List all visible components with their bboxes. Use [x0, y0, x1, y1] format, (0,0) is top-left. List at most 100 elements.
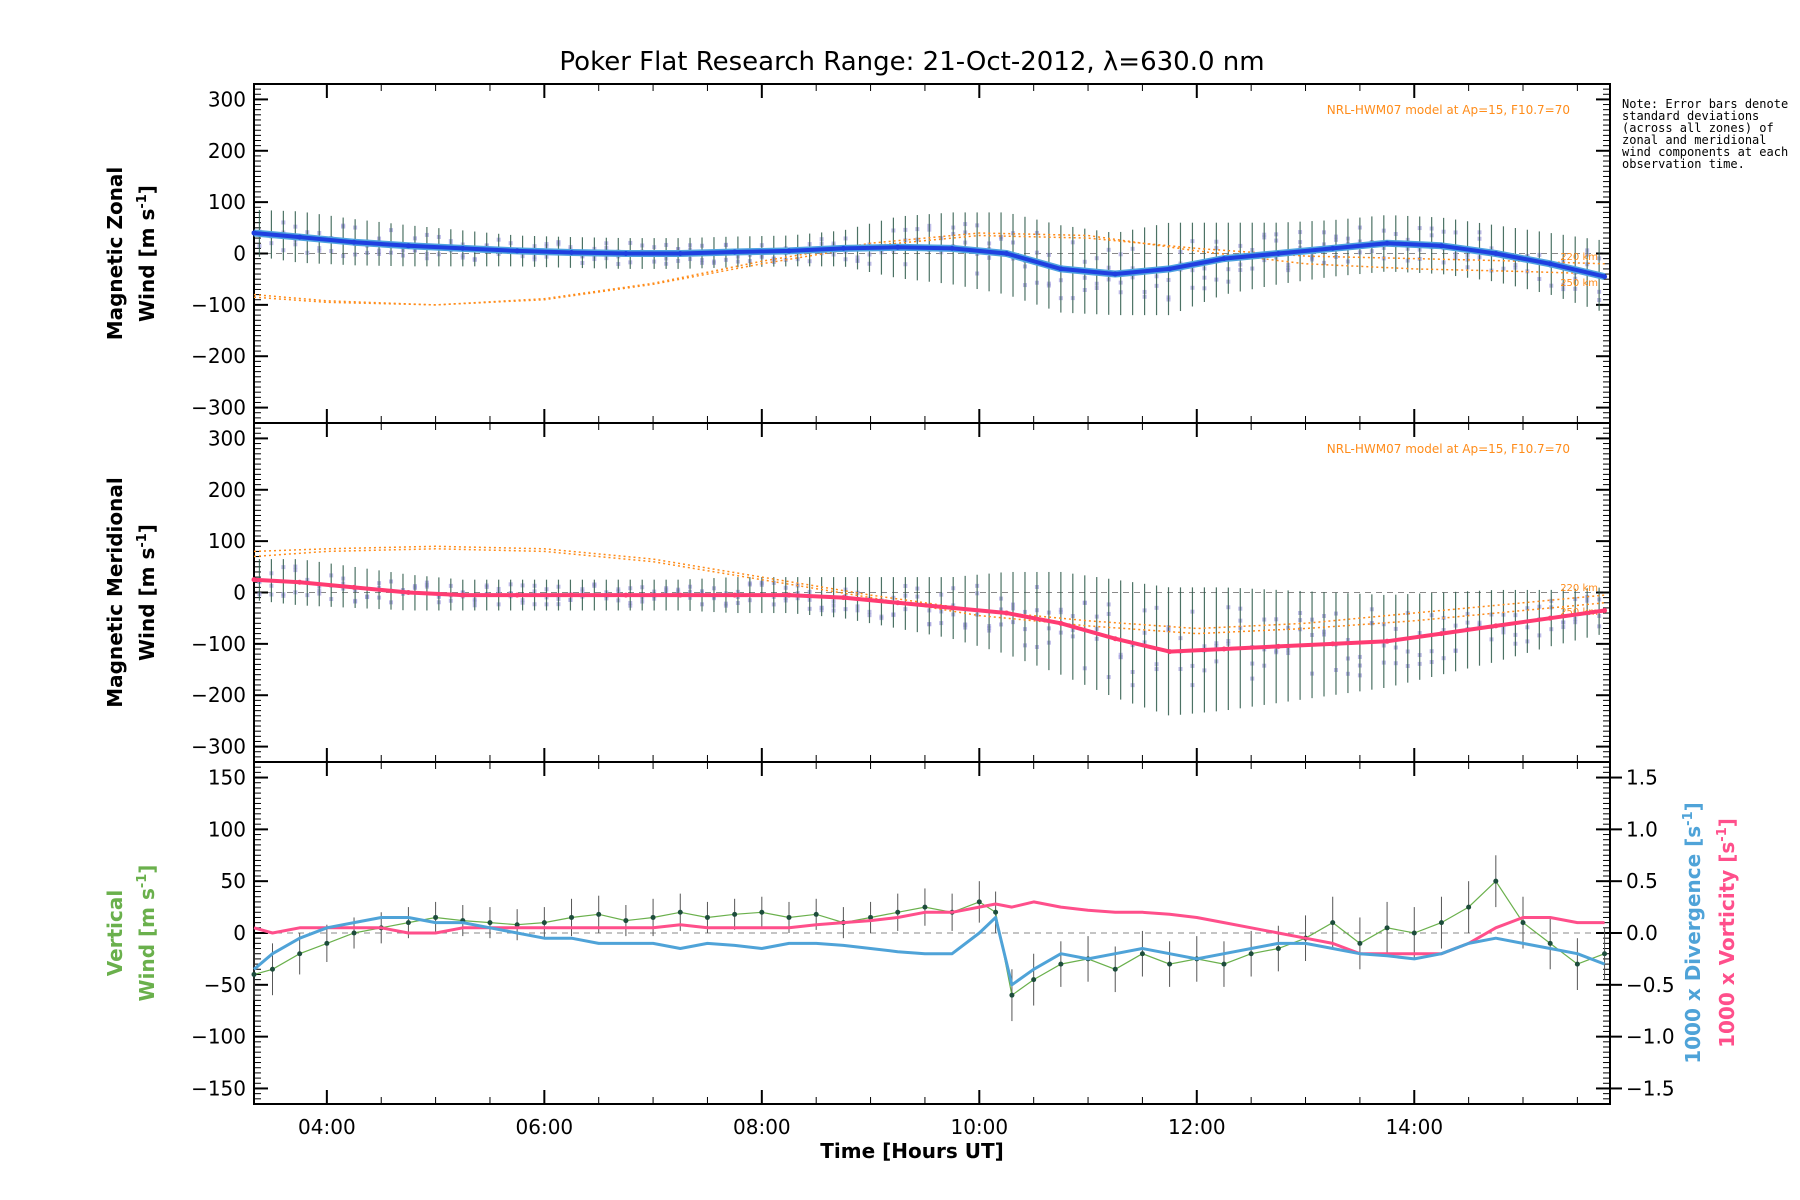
x-tick-label: 08:00: [733, 1115, 791, 1139]
zonal-wind-point: [1275, 251, 1281, 256]
zonal-wind-point: [1058, 266, 1064, 272]
y2-tick-label: −0.5: [1626, 973, 1675, 997]
y-tick-label: 200: [208, 139, 246, 163]
zonal-wind-point: [405, 243, 411, 249]
y2-label-group: 1000 x Divergence [s-1]: [1681, 802, 1705, 1064]
vertical-wind-point: [1275, 946, 1281, 952]
zonal-wind-point: [569, 249, 575, 255]
y-tick-label: 100: [208, 529, 246, 553]
meridional-wind-point: [786, 592, 792, 598]
x-tick-label: 04:00: [298, 1115, 356, 1139]
meridional-wind-point: [1384, 638, 1390, 644]
meridional-wind-point: [1167, 649, 1173, 655]
y2-tick-label: 1.5: [1626, 766, 1658, 790]
vertical-wind-point: [1438, 920, 1444, 926]
y2-tick-label: −1.5: [1626, 1076, 1675, 1100]
meridional-wind-point: [895, 600, 901, 606]
zonal-wind-point: [840, 245, 846, 251]
x-tick-label: 14:00: [1385, 1115, 1443, 1139]
vertical-wind-point: [1520, 920, 1526, 926]
y-tick-label: 0: [233, 581, 246, 605]
vertical-wind-point: [351, 930, 357, 936]
meridional-wind-point: [1221, 646, 1227, 652]
zonal-wind-point: [297, 234, 303, 240]
y-tick-label: 0: [233, 242, 246, 266]
model-annotation-250km: 250 km: [1560, 278, 1598, 289]
zonal-wind-point: [1384, 240, 1390, 246]
zonal-wind-point: [1003, 251, 1009, 256]
vertical-wind-point: [405, 920, 411, 926]
y-tick-label: −100: [191, 293, 246, 317]
meridional-wind-line: [253, 577, 1605, 654]
y-tick-label: 300: [208, 87, 246, 111]
zonal-wind-point: [514, 248, 520, 254]
meridional-wind-point: [1275, 643, 1281, 649]
zonal-wind-point: [1167, 266, 1173, 272]
divergence-line: [253, 916, 1606, 987]
meridional-wind-point: [1330, 641, 1336, 647]
vertical-wind-point: [1493, 878, 1499, 884]
x-axis-label: Time [Hours UT]: [820, 1139, 1003, 1163]
y2-tick-label: 1.0: [1626, 817, 1658, 841]
y-axis-label-line1: Magnetic Zonal: [103, 167, 127, 341]
meridional-wind-point: [732, 592, 738, 598]
y-label-group: Magnetic Zonal: [103, 167, 127, 341]
zonal-wind-point: [1330, 245, 1336, 251]
meridional-wind-point: [405, 590, 411, 595]
zonal-wind-point: [1112, 271, 1118, 277]
x-tick-label: 12:00: [1168, 1115, 1226, 1139]
y-tick-label: −200: [191, 344, 246, 368]
meridional-wind-point: [1112, 636, 1118, 642]
x-tick-label: 06:00: [516, 1115, 574, 1139]
vertical-wind-point: [922, 904, 928, 910]
vertical-wind-point: [1466, 904, 1472, 910]
y-tick-label: 0: [233, 921, 246, 945]
vertical-wind-point: [324, 940, 330, 946]
y-tick-label: 200: [208, 478, 246, 502]
zonal-wind-point: [1221, 256, 1227, 262]
zonal-wind-point: [1547, 261, 1553, 267]
meridional-wind-point: [1493, 623, 1499, 629]
y-tick-label: −300: [191, 396, 246, 420]
vertical-wind-point: [569, 914, 575, 920]
y-tick-label: −100: [191, 632, 246, 656]
vertical-wind-point: [1357, 940, 1363, 946]
error-bar-note: Note: Error bars denote standard deviati…: [1622, 97, 1789, 171]
vertical-wind-point: [895, 909, 901, 915]
vertical-wind-point: [732, 911, 738, 917]
vertical-wind-point: [269, 966, 275, 972]
model-curve-220km: [253, 234, 1605, 306]
zonal-wind-point: [1438, 243, 1444, 249]
vertical-wind-point: [677, 909, 683, 915]
zonal-wind-point: [623, 251, 629, 256]
meridional-wind-point: [351, 584, 357, 590]
meridional-wind-point: [1438, 631, 1444, 637]
y-tick-label: 100: [208, 190, 246, 214]
model-annotation-220km: 220 km: [1560, 252, 1598, 263]
vertical-wind-point: [704, 914, 710, 920]
meridional-wind-point: [297, 579, 303, 585]
meridional-wind-point: [1547, 615, 1553, 621]
y-tick-label: 300: [208, 426, 246, 450]
vertical-wind-point: [433, 914, 439, 920]
vertical-wind-point: [868, 914, 874, 920]
y2-tick-label: 0.0: [1626, 921, 1658, 945]
zonal-wind-point: [732, 249, 738, 255]
meridional-wind-point: [569, 592, 575, 598]
y-tick-label: 150: [208, 766, 246, 790]
vertical-wind-point: [1139, 951, 1145, 957]
meridional-wind-point: [1003, 610, 1009, 616]
zonal-wind-point: [251, 230, 257, 236]
vertical-wind-line: [253, 880, 1605, 997]
vertical-wind-point: [1384, 925, 1390, 931]
y-label-group: Vertical: [103, 890, 127, 976]
zonal-wind-point: [677, 251, 683, 256]
zonal-wind-point: [949, 245, 955, 251]
y-tick-label: −100: [191, 1025, 246, 1049]
y-label-group: Wind [m s-1]: [135, 865, 159, 1002]
model-curve-250km: [253, 232, 1605, 306]
y-tick-label: −300: [191, 735, 246, 759]
vertical-wind-point: [1167, 961, 1173, 967]
vertical-wind-point: [1009, 992, 1015, 998]
